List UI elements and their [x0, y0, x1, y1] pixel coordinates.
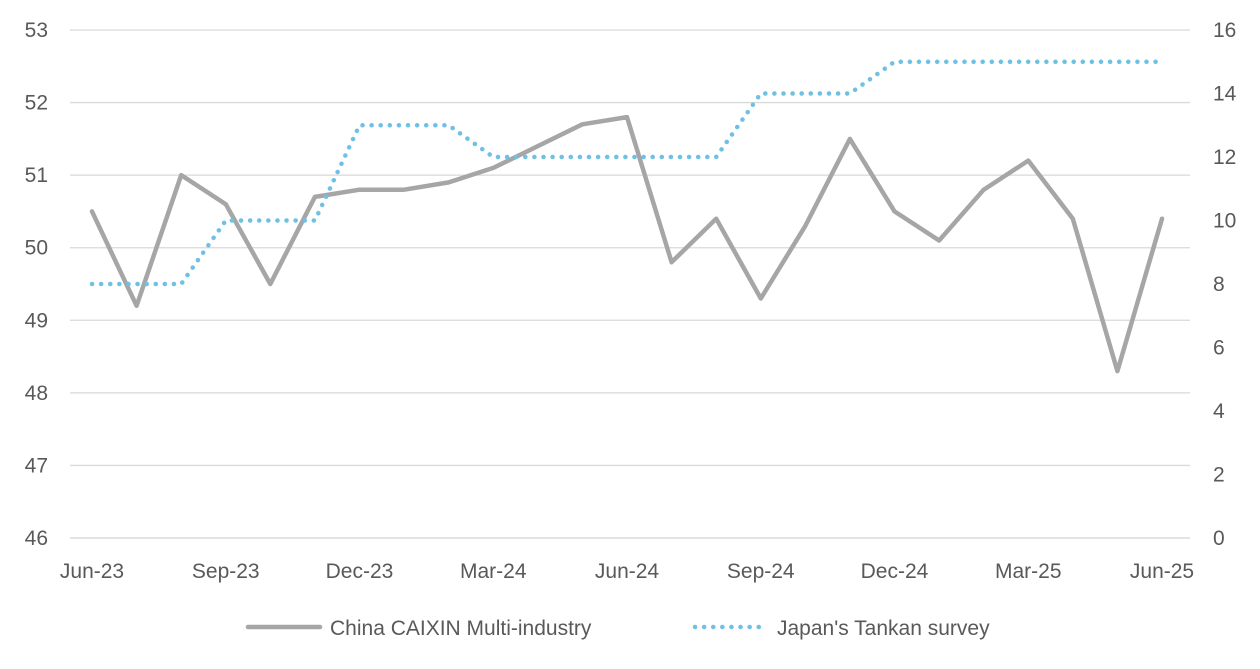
x-tick-label: Sep-23 — [192, 560, 260, 583]
series-layer — [89, 59, 1165, 374]
y-right-tick-label: 10 — [1213, 210, 1236, 233]
x-tick-label: Dec-23 — [326, 560, 394, 583]
x-tick-label: Jun-23 — [60, 560, 124, 583]
series-line-japan — [89, 59, 1165, 287]
y-left-tick-label: 48 — [25, 382, 48, 405]
y-right-tick-label: 12 — [1213, 146, 1236, 169]
x-tick-label: Jun-24 — [595, 560, 660, 583]
y-left-tick-label: 47 — [25, 454, 48, 477]
x-tick-label: Mar-24 — [460, 560, 527, 583]
y-right-tick-label: 8 — [1213, 273, 1225, 296]
x-tick-label: Mar-25 — [995, 560, 1062, 583]
legend-label-japan: Japan's Tankan survey — [777, 617, 990, 640]
y-right-tick-label: 6 — [1213, 337, 1225, 360]
y-left-tick-label: 53 — [25, 19, 48, 42]
x-tick-label: Dec-24 — [861, 560, 929, 583]
y-right-tick-label: 0 — [1213, 527, 1225, 550]
y-left-tick-label: 46 — [25, 527, 48, 550]
x-tick-label: Jun-25 — [1130, 560, 1194, 583]
y-left-tick-label: 50 — [25, 237, 48, 260]
y-right-tick-label: 4 — [1213, 400, 1225, 423]
legend-label-china: China CAIXIN Multi-industry — [330, 617, 592, 640]
series-line-china — [89, 114, 1165, 374]
y-right-tick-label: 16 — [1213, 19, 1236, 42]
grid-layer — [70, 29, 1190, 539]
legend: China CAIXIN Multi-industry Japan's Tank… — [245, 617, 990, 640]
y-right-tick-label: 14 — [1213, 83, 1237, 106]
y-left-tick-label: 51 — [25, 164, 48, 187]
y-left-tick-label: 49 — [25, 309, 48, 332]
y-right-tick-label: 2 — [1213, 464, 1225, 487]
y-left-tick-label: 52 — [25, 92, 48, 115]
x-tick-label: Sep-24 — [727, 560, 795, 583]
